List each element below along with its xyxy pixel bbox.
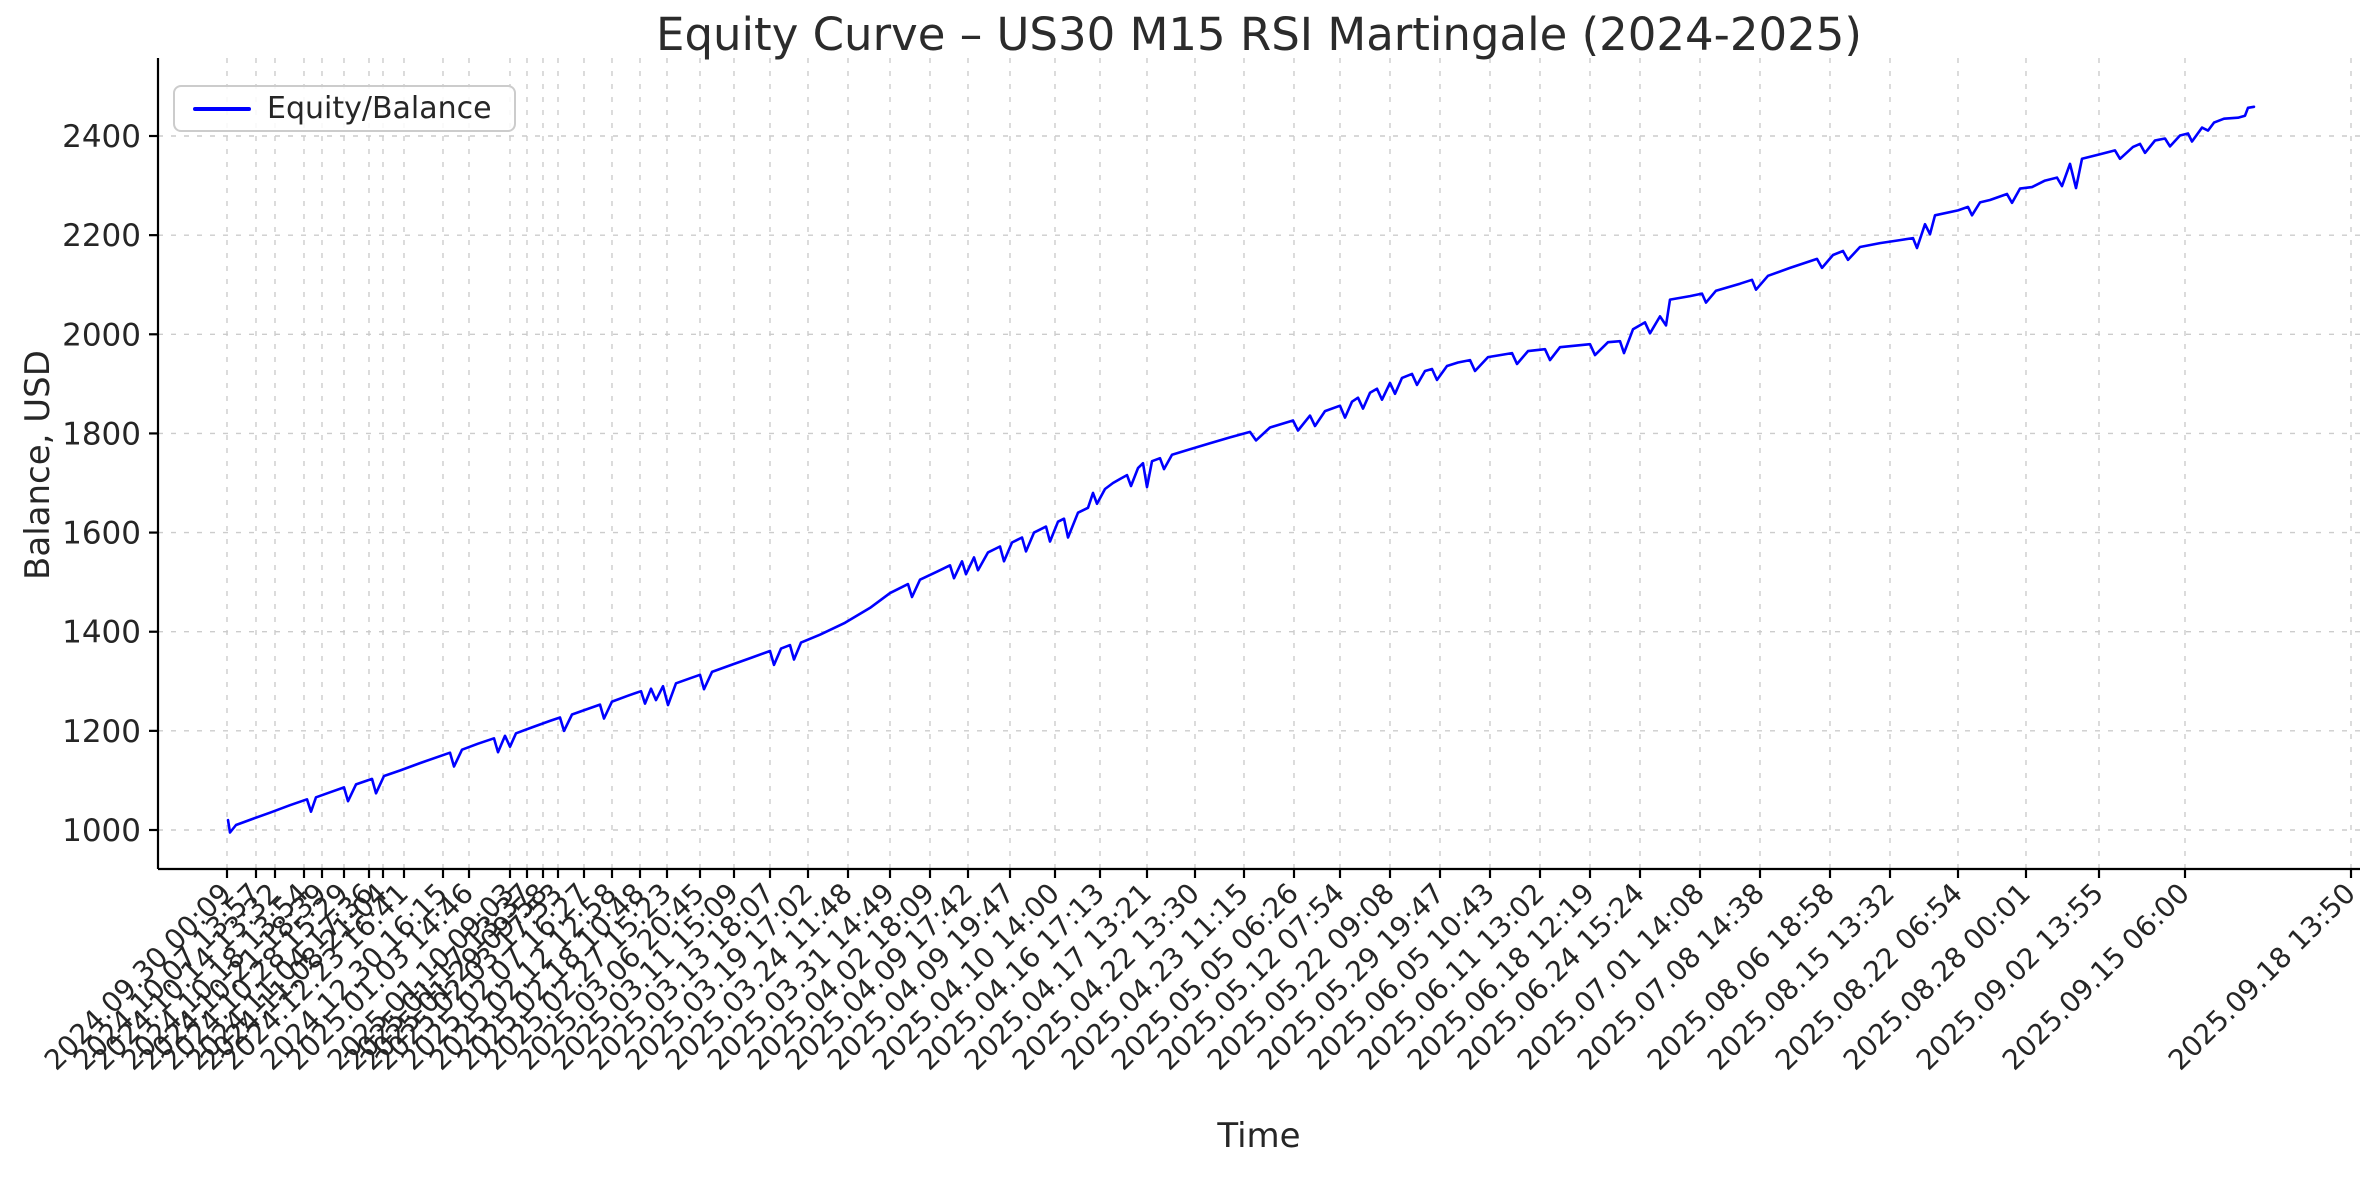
y-tick-label: 1000 <box>62 813 141 849</box>
y-tick-label: 2000 <box>62 317 141 353</box>
x-tick-label: 2025.09.18 13:50 <box>2162 877 2362 1077</box>
legend-label: Equity/Balance <box>267 91 492 126</box>
legend-line-sample <box>193 106 251 111</box>
y-tick-label: 2400 <box>62 119 141 155</box>
y-tick-label: 1600 <box>62 516 141 552</box>
equity-balance-line <box>226 105 2256 834</box>
y-tick-label: 1400 <box>62 615 141 651</box>
x-axis-label: Time <box>1217 1116 1301 1156</box>
chart-title: Equity Curve – US30 M15 RSI Martingale (… <box>656 8 1862 61</box>
y-tick-label: 1800 <box>62 416 141 452</box>
legend: Equity/Balance <box>173 85 516 132</box>
y-axis-label: Balance, USD <box>18 350 58 580</box>
y-tick-label: 2200 <box>62 218 141 254</box>
y-tick-label: 1200 <box>62 714 141 750</box>
